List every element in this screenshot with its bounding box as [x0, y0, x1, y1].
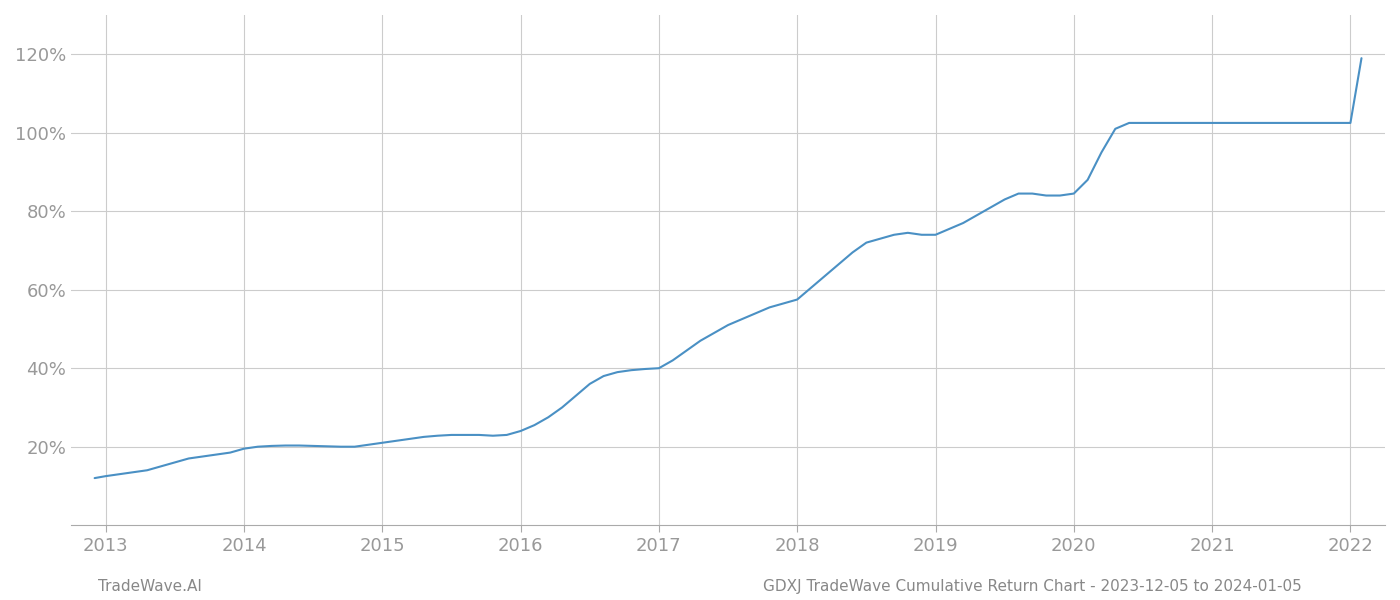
- Text: TradeWave.AI: TradeWave.AI: [98, 579, 202, 594]
- Text: GDXJ TradeWave Cumulative Return Chart - 2023-12-05 to 2024-01-05: GDXJ TradeWave Cumulative Return Chart -…: [763, 579, 1302, 594]
